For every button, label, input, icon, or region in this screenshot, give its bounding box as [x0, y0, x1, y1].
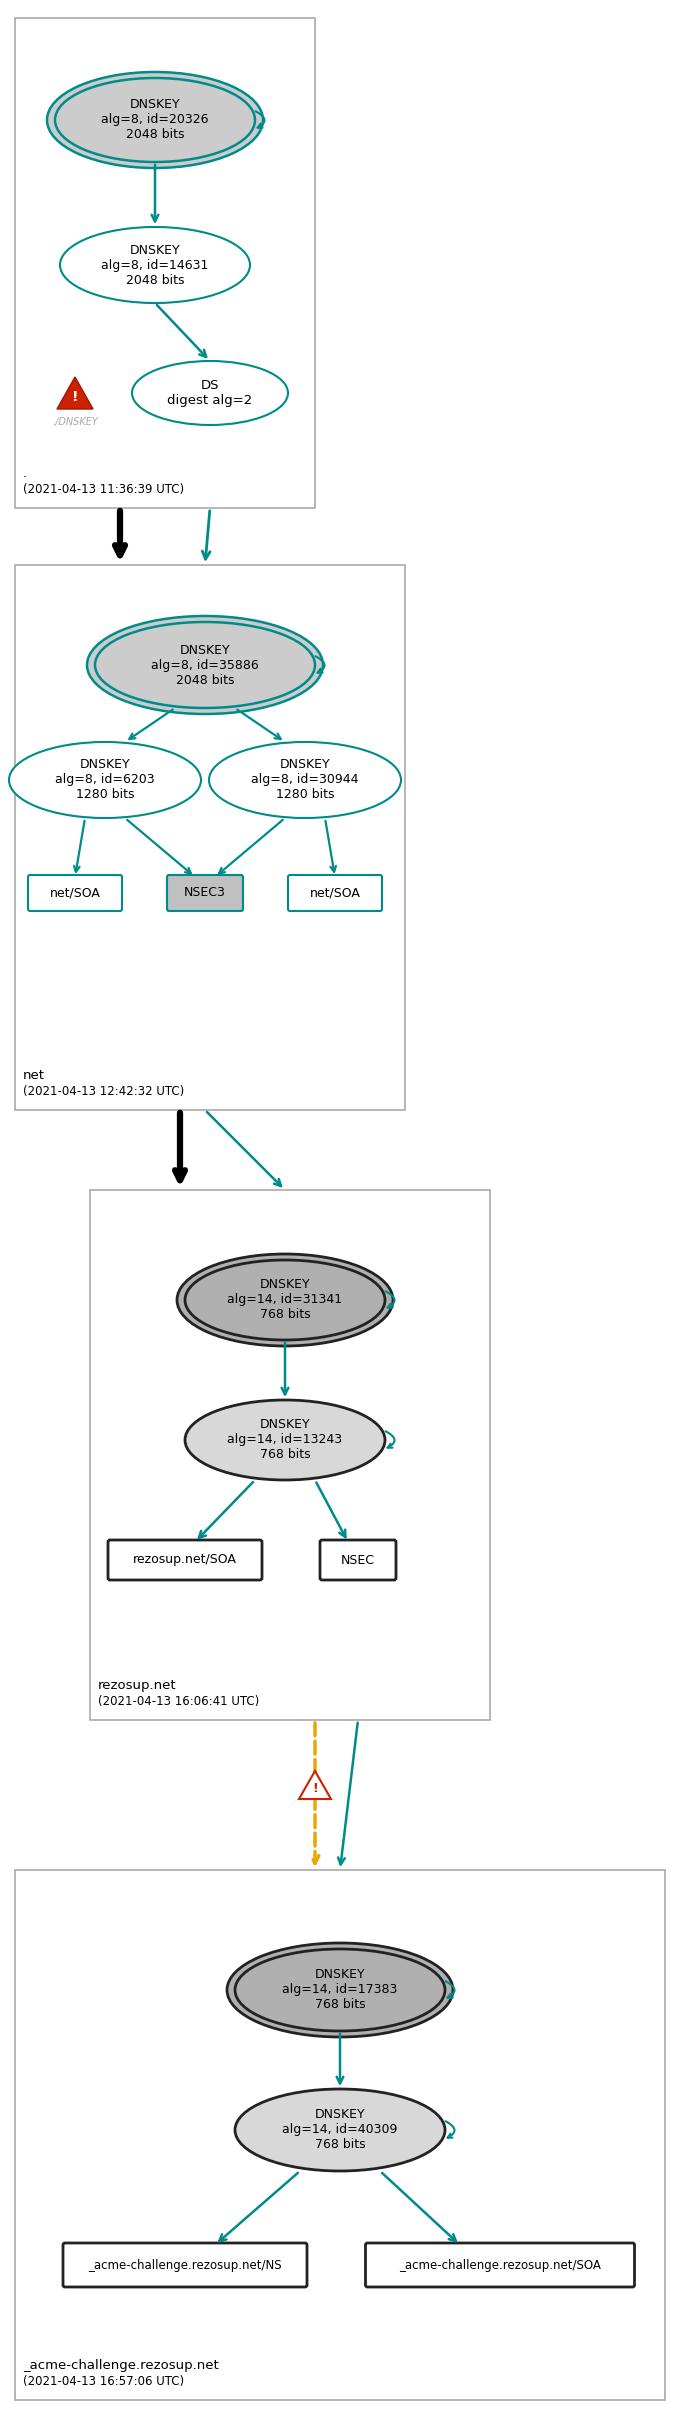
Text: rezosup.net: rezosup.net [98, 1679, 177, 1692]
Ellipse shape [209, 743, 401, 818]
FancyBboxPatch shape [320, 1539, 396, 1581]
Ellipse shape [55, 77, 255, 162]
FancyBboxPatch shape [108, 1539, 262, 1581]
Text: _acme-challenge.rezosup.net: _acme-challenge.rezosup.net [23, 2360, 219, 2372]
FancyBboxPatch shape [288, 876, 382, 912]
Text: DNSKEY
alg=8, id=6203
1280 bits: DNSKEY alg=8, id=6203 1280 bits [55, 758, 155, 801]
Text: DNSKEY
alg=8, id=20326
2048 bits: DNSKEY alg=8, id=20326 2048 bits [101, 99, 209, 142]
Ellipse shape [87, 615, 323, 714]
Ellipse shape [60, 227, 250, 304]
Text: (2021-04-13 12:42:32 UTC): (2021-04-13 12:42:32 UTC) [23, 1086, 184, 1098]
Text: net: net [23, 1069, 45, 1081]
Ellipse shape [177, 1255, 393, 1346]
FancyBboxPatch shape [167, 876, 243, 912]
Ellipse shape [235, 2090, 445, 2172]
Text: rezosup.net/SOA: rezosup.net/SOA [133, 1554, 237, 1566]
Text: _acme-challenge.rezosup.net/NS: _acme-challenge.rezosup.net/NS [88, 2259, 282, 2271]
Bar [15, 17, 315, 509]
Bar [15, 565, 405, 1110]
Text: (2021-04-13 11:36:39 UTC): (2021-04-13 11:36:39 UTC) [23, 483, 184, 497]
Polygon shape [57, 376, 93, 408]
Text: DNSKEY
alg=14, id=13243
768 bits: DNSKEY alg=14, id=13243 768 bits [227, 1419, 343, 1462]
Text: !: ! [312, 1781, 318, 1795]
Text: _acme-challenge.rezosup.net/SOA: _acme-challenge.rezosup.net/SOA [399, 2259, 601, 2271]
Text: DNSKEY
alg=8, id=30944
1280 bits: DNSKEY alg=8, id=30944 1280 bits [251, 758, 359, 801]
Ellipse shape [132, 362, 288, 425]
Text: (2021-04-13 16:06:41 UTC): (2021-04-13 16:06:41 UTC) [98, 1694, 259, 1708]
Ellipse shape [9, 743, 201, 818]
Text: NSEC3: NSEC3 [184, 886, 226, 900]
Ellipse shape [235, 1950, 445, 2032]
Text: !: ! [72, 391, 78, 403]
Ellipse shape [185, 1260, 385, 1339]
Text: DS
digest alg=2: DS digest alg=2 [167, 379, 253, 408]
Text: DNSKEY
alg=14, id=40309
768 bits: DNSKEY alg=14, id=40309 768 bits [282, 2109, 398, 2152]
FancyBboxPatch shape [28, 876, 122, 912]
FancyBboxPatch shape [63, 2244, 307, 2288]
Ellipse shape [227, 1942, 453, 2037]
Text: net/SOA: net/SOA [50, 886, 101, 900]
Ellipse shape [95, 623, 315, 707]
Text: NSEC: NSEC [341, 1554, 375, 1566]
Polygon shape [299, 1771, 331, 1800]
Text: DNSKEY
alg=8, id=14631
2048 bits: DNSKEY alg=8, id=14631 2048 bits [101, 244, 209, 287]
Text: DNSKEY
alg=14, id=17383
768 bits: DNSKEY alg=14, id=17383 768 bits [282, 1969, 398, 2012]
FancyBboxPatch shape [366, 2244, 634, 2288]
Bar [15, 1870, 665, 2401]
Ellipse shape [185, 1400, 385, 1479]
Text: DNSKEY
alg=8, id=35886
2048 bits: DNSKEY alg=8, id=35886 2048 bits [151, 644, 259, 688]
Text: ./DNSKEY: ./DNSKEY [52, 417, 98, 427]
Ellipse shape [47, 72, 263, 169]
Text: (2021-04-13 16:57:06 UTC): (2021-04-13 16:57:06 UTC) [23, 2374, 184, 2389]
Bar [90, 1190, 490, 1720]
Text: net/SOA: net/SOA [309, 886, 360, 900]
Text: .: . [23, 468, 27, 480]
Text: DNSKEY
alg=14, id=31341
768 bits: DNSKEY alg=14, id=31341 768 bits [227, 1279, 343, 1322]
